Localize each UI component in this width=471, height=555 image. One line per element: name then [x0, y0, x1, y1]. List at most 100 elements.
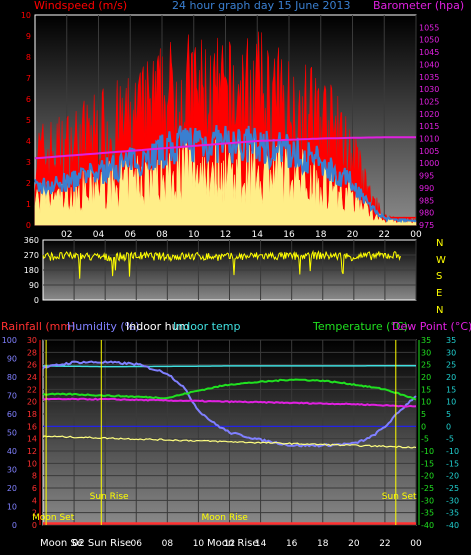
wind-x-tick-label: 06: [125, 230, 137, 240]
temp-y-tick-label-right: -40: [446, 521, 459, 530]
wind-y-tick-label: 2: [26, 179, 31, 188]
wind-x-tick-label: 04: [93, 230, 105, 240]
wind-y-tick-label: 4: [26, 137, 31, 146]
temp-y-tick-label: 35: [421, 336, 431, 345]
wind-x-tick-label: 20: [347, 230, 359, 240]
wind-y-tick-label: 8: [26, 53, 31, 62]
rain-y-tick-label: 0: [32, 521, 37, 530]
wind-avg-line: [34, 124, 417, 224]
humidity-y-tick-label: 20: [7, 484, 17, 493]
temp-y-tick-label-right: 25: [446, 361, 456, 370]
temperature-x-tick-label: 00: [410, 539, 422, 549]
direction-y-tick-label: 90: [29, 281, 39, 290]
temp-y-tick-label-right: 15: [446, 385, 456, 394]
wind-x-tick-label: 14: [252, 230, 264, 240]
rain-y-tick-label: 24: [27, 373, 37, 382]
wind-y-axis: 0 1 2 3 4 5 6 7 8 9 10: [21, 11, 31, 230]
temp-y-tick-label: 20: [421, 373, 431, 382]
temp-y-tick-label: -5: [421, 435, 429, 444]
rain-y-tick-label: 6: [32, 484, 37, 493]
barometer-y-tick-label: 980: [419, 209, 434, 218]
direction-y-tick-label: 0: [34, 296, 39, 305]
indoor-temp-label: Indoor temp: [173, 320, 240, 333]
temp-y-tick-label-right: 35: [446, 336, 456, 345]
rain-y-tick-label: 20: [27, 398, 37, 407]
direction-y-axis: 0 90 180 270 360: [24, 236, 39, 305]
temperature-series: [42, 360, 417, 525]
temp-y-tick-label-right: 0: [446, 422, 451, 431]
wind-y-tick-label: 5: [26, 116, 31, 125]
barometer-y-tick-label: 1020: [419, 110, 439, 119]
wind-y-tick-label: 0: [26, 221, 31, 230]
humidity-y-tick-label: 80: [7, 373, 17, 382]
rain-y-tick-label: 16: [27, 422, 37, 431]
temp-y-tick-label-right: -15: [446, 459, 459, 468]
wind-y-tick-label: 3: [26, 158, 31, 167]
humidity-y-tick-label: 100: [2, 336, 17, 345]
rainfall-label: Rainfall (mm): [1, 320, 75, 333]
barometer-y-tick-label: 1050: [419, 36, 439, 45]
barometer-y-tick-label: 1015: [419, 122, 439, 131]
humidity-y-tick-label: 0: [12, 521, 17, 530]
direction-y-tick-label: 360: [24, 236, 39, 245]
humidity-label: Humidity (%): [67, 320, 139, 333]
temp-y-tick-label: 25: [421, 361, 431, 370]
sun-rise-label: Sun Rise: [90, 492, 129, 502]
indoor-temp-line: [43, 364, 416, 368]
indoor-hum-label: Indoor hum: [126, 320, 189, 333]
temperature-x-tick-label: 20: [348, 539, 360, 549]
temp-y-tick-label: 30: [421, 348, 431, 357]
humidity-y-tick-label: 10: [7, 503, 17, 512]
wind-x-tick-label: 02: [61, 230, 72, 240]
direction-line: [42, 249, 401, 279]
moon-rise-label: Moon Rise: [202, 513, 249, 523]
temperature-x-tick-label: 22: [379, 539, 390, 549]
temp-y-tick-label: -25: [421, 484, 434, 493]
temp-y-tick-label-right: -20: [446, 472, 459, 481]
wind-x-axis: 02 04 06 08 10 12 14 16 18 20 22 00: [61, 230, 422, 240]
direction-grid: [43, 240, 417, 300]
chart-title: 24 hour graph day 15 June 2013: [172, 0, 351, 12]
humidity-y-tick-label: 60: [7, 410, 17, 419]
rain-y-tick-label: 10: [27, 459, 37, 468]
compass-label: S: [436, 271, 442, 282]
rain-y-tick-label: 8: [32, 472, 37, 481]
temperature-x-tick-label: 16: [286, 539, 298, 549]
temp-y-tick-label-right: -10: [446, 447, 459, 456]
wind-y-tick-label: 9: [26, 32, 31, 41]
wind-x-tick-label: 16: [283, 230, 295, 240]
temperature-x-tick-label: 08: [162, 539, 174, 549]
dew-point-line: [42, 397, 417, 408]
barometer-label: Barometer (hpa): [373, 0, 464, 12]
sun-set-label: Sun Set: [382, 492, 417, 502]
temp-y-tick-label-right: -30: [446, 496, 459, 505]
wind-y-tick-label: 6: [26, 95, 31, 104]
barometer-y-tick-label: 1030: [419, 85, 439, 94]
wind-x-tick-label: 22: [379, 230, 390, 240]
bottom-sun-rise-label: 02 Sun Rise: [72, 538, 131, 549]
rain-y-tick-label: 28: [27, 348, 37, 357]
temp-y-tick-label-right: -35: [446, 509, 459, 518]
barometer-line: [34, 136, 416, 160]
temperature-y-axes: 0102030405060708090100024681012141618202…: [2, 336, 459, 530]
wind-x-tick-label: 08: [156, 230, 168, 240]
windspeed-label: Windspeed (m/s): [34, 0, 127, 12]
wind-x-tick-label: 18: [315, 230, 327, 240]
rain-y-tick-label: 4: [32, 496, 37, 505]
barometer-y-tick-label: 1010: [419, 135, 439, 144]
barometer-y-tick-label: 995: [419, 172, 434, 181]
temp-y-tick-label: -40: [421, 521, 434, 530]
barometer-y-tick-label: 1000: [419, 159, 439, 168]
temperature-x-tick-label: 10: [193, 539, 205, 549]
temperature-x-tick-label: 14: [255, 539, 267, 549]
temp-y-tick-label-right: 20: [446, 373, 456, 382]
temp-y-tick-label: 5: [421, 410, 426, 419]
rain-y-tick-label: 14: [27, 435, 37, 444]
barometer-y-tick-label: 990: [419, 184, 434, 193]
temp-y-tick-label-right: -5: [446, 435, 454, 444]
sun-moon-events: Sun Rise Sun Set Moon Set Moon Rise: [32, 340, 417, 525]
temp-y-tick-label: -10: [421, 447, 434, 456]
temp-y-tick-label: 0: [421, 422, 426, 431]
temp-y-tick-label-right: 30: [446, 348, 456, 357]
